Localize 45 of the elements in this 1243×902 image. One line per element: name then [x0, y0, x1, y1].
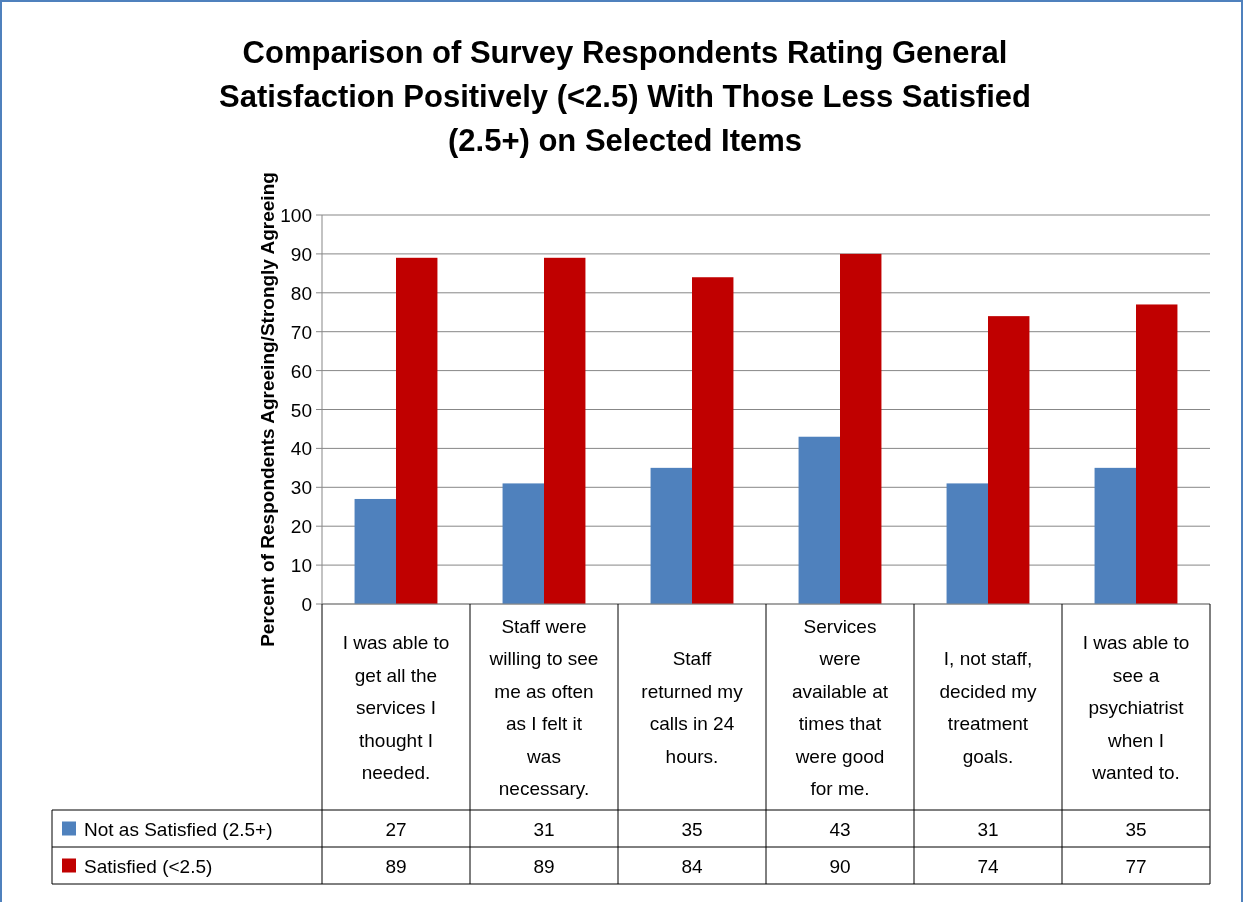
bar: [692, 277, 734, 604]
y-tick-label: 50: [290, 399, 312, 421]
y-tick-label: 100: [280, 205, 312, 226]
data-label: 77: [1125, 855, 1147, 877]
legend-label: Satisfied (<2.5): [84, 855, 213, 877]
bar: [946, 483, 988, 604]
x-tick-label: Staff were willing to see me as often as I felt it was necessary.: [488, 615, 599, 800]
bar: [1094, 467, 1136, 604]
bar: [544, 257, 586, 604]
y-tick-label: 30: [290, 477, 312, 499]
data-label: 90: [829, 855, 851, 877]
legend-label: Not as Satisfied (2.5+): [84, 818, 273, 840]
y-tick-label: 40: [290, 438, 312, 460]
bar: [988, 316, 1030, 604]
y-tick-label: 60: [290, 360, 312, 382]
bar: [354, 498, 396, 604]
data-label: 27: [385, 818, 407, 840]
x-tick-label: Services were available at times that were good for me.: [791, 615, 889, 800]
y-tick-label: 10: [290, 555, 312, 577]
x-tick-label: Staff returned my calls in 24 hours.: [641, 648, 744, 767]
y-tick-label: 90: [290, 243, 312, 265]
data-label: 35: [1125, 818, 1147, 840]
bar: [1136, 304, 1178, 604]
data-label: 89: [385, 855, 407, 877]
bar: [502, 483, 544, 604]
x-tick-label: I was able to get all the services I thought I needed.: [342, 632, 450, 783]
data-label: 35: [681, 818, 703, 840]
y-tick-label: 70: [290, 321, 312, 343]
data-label: 89: [533, 855, 555, 877]
data-label: 31: [533, 818, 555, 840]
data-label: 84: [681, 855, 703, 877]
bar: [798, 436, 840, 604]
data-label: 31: [977, 818, 999, 840]
x-tick-label: I was able to see a psychiatrist when I wanted to.: [1082, 632, 1190, 783]
bar: [840, 253, 882, 604]
bar: [650, 467, 692, 604]
chart-title: Comparison of Survey Respondents Rating General Satisfaction Positively (<2.5) With Those Less Satisfied (2.5+) on Selected Items: [219, 35, 1031, 158]
x-tick-label: I, not staff, decided my treatment goals.: [939, 648, 1038, 767]
y-axis-title: Percent of Respondents Agreeing/Strongly Agreeing: [257, 172, 278, 647]
y-tick-label: 20: [290, 516, 312, 538]
y-tick-label: 0: [301, 594, 312, 615]
data-label: 43: [829, 818, 851, 840]
bar: [396, 257, 438, 604]
data-label: 74: [977, 855, 999, 877]
y-tick-label: 80: [290, 282, 312, 304]
